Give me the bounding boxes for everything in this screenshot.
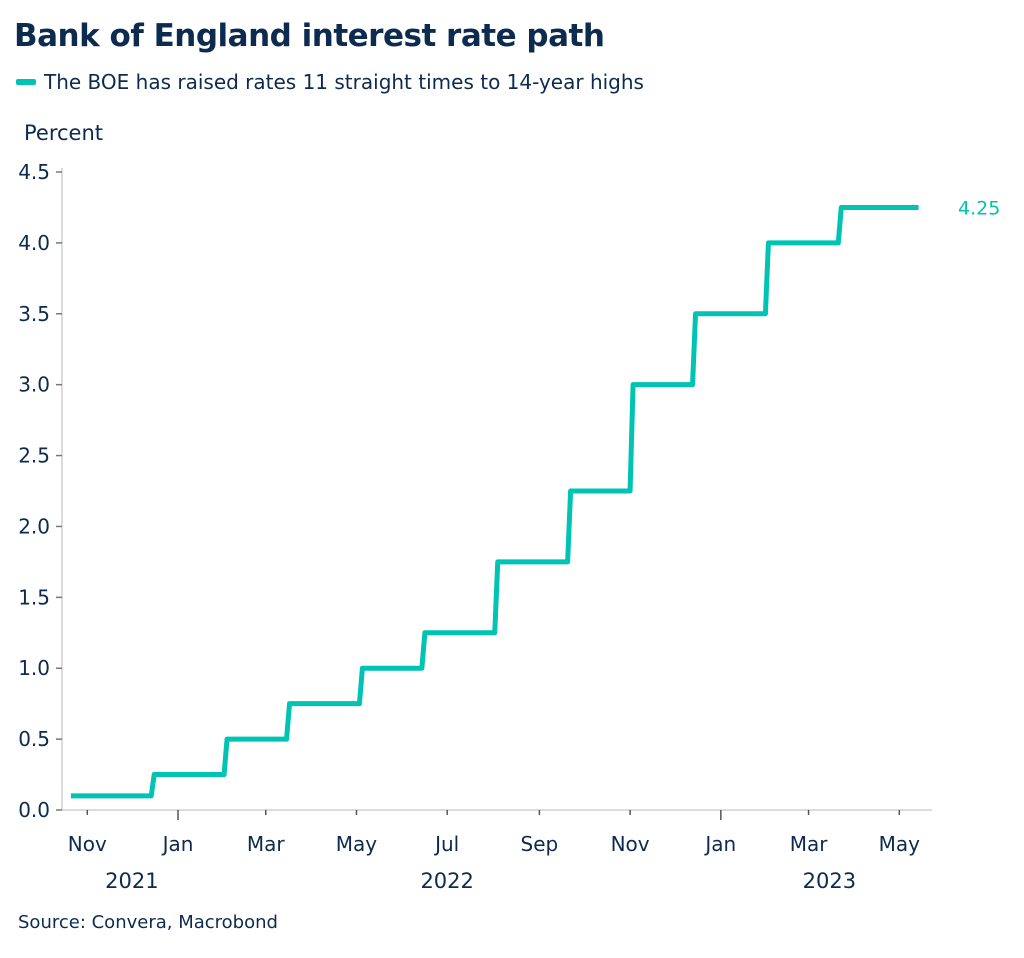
x-tick-label: Jul <box>433 832 459 856</box>
y-tick-label: 4.0 <box>18 231 50 255</box>
x-tick-label: Mar <box>247 832 286 856</box>
chart-title: Bank of England interest rate path <box>14 18 605 54</box>
legend: The BOE has raised rates 11 straight tim… <box>16 70 644 94</box>
y-tick-label: 4.5 <box>18 160 50 184</box>
x-tick-label: May <box>336 832 378 856</box>
x-tick-label: Jan <box>161 832 194 856</box>
y-tick-label: 3.5 <box>18 302 50 326</box>
x-year-label: 2022 <box>420 869 473 893</box>
end-value-label: 4.25 <box>958 197 1000 219</box>
x-tick-label: Nov <box>611 832 650 856</box>
x-year-label: 2021 <box>105 869 158 893</box>
x-tick-label: May <box>879 832 921 856</box>
y-axis-label: Percent <box>24 121 104 145</box>
x-tick-label: Mar <box>790 832 829 856</box>
y-tick-label: 3.0 <box>18 373 50 397</box>
y-tick-label: 0.5 <box>18 727 50 751</box>
x-tick-label: Sep <box>521 832 559 856</box>
y-tick-label: 1.0 <box>18 656 50 680</box>
legend-label: The BOE has raised rates 11 straight tim… <box>44 70 644 94</box>
legend-swatch <box>16 79 36 85</box>
y-tick-label: 2.0 <box>18 514 50 538</box>
x-year-label: 2023 <box>803 869 856 893</box>
x-tick-label: Jan <box>703 832 736 856</box>
y-tick-label: 2.5 <box>18 444 50 468</box>
source-note: Source: Convera, Macrobond <box>18 912 278 933</box>
series-line <box>70 204 919 799</box>
y-tick-label: 0.0 <box>18 798 50 822</box>
y-tick-label: 1.5 <box>18 585 50 609</box>
x-tick-label: Nov <box>68 832 107 856</box>
